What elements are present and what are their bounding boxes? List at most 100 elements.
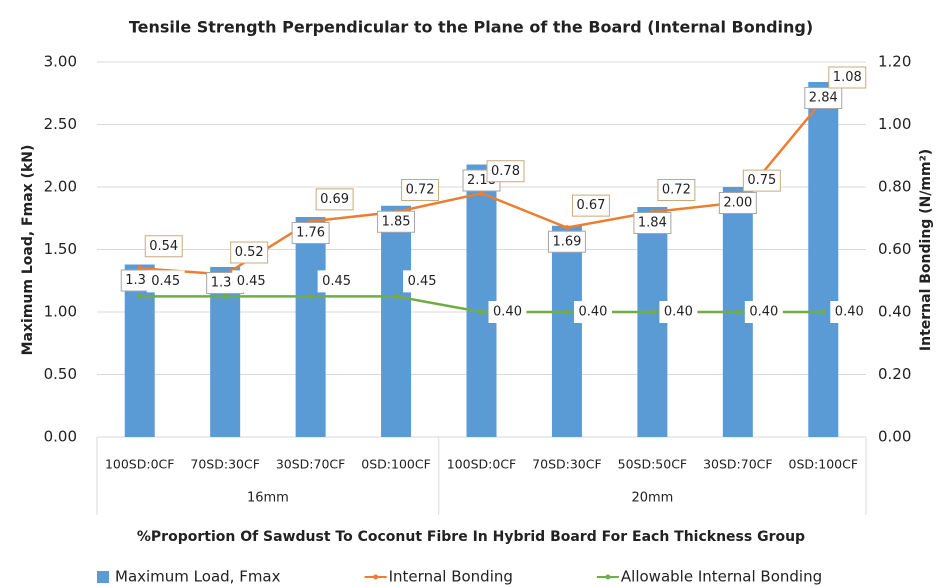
bar: [295, 217, 326, 437]
data-label-box: [547, 230, 586, 253]
bar: [551, 225, 582, 437]
y2-tick-label: 1.20: [878, 53, 911, 71]
y-axis-title: Maximum Load, Fmax (kN): [20, 145, 36, 356]
line-marker: [735, 309, 741, 315]
data-label-box: [657, 179, 696, 201]
y2-tick-label: 0.40: [878, 303, 911, 321]
data-label-group: 0.54: [144, 235, 183, 258]
data-label-box: [718, 192, 757, 214]
line-marker: [564, 309, 570, 315]
bar: [124, 264, 155, 437]
data-label-group: 0.40: [488, 301, 527, 323]
data-label-box: [144, 235, 183, 258]
x-tick-label: 100SD:0CF: [105, 457, 175, 472]
data-label-group: 2.84: [804, 87, 843, 109]
data-label-box: [571, 194, 610, 217]
data-label: 0.45: [237, 274, 266, 289]
line-marker: [564, 225, 570, 231]
y-tick-label: 2.50: [44, 115, 77, 133]
data-label-box: [291, 222, 330, 244]
data-label-box: [633, 212, 672, 234]
line-marker: [479, 309, 484, 315]
data-label-box: [744, 301, 783, 323]
line-marker: [308, 293, 314, 299]
y-tick-label: 0.00: [44, 428, 77, 446]
data-label: 0.78: [491, 164, 520, 179]
data-label-group: 0.52: [230, 241, 269, 264]
data-label-box: [317, 270, 356, 293]
legend-label: Maximum Load, Fmax: [115, 568, 281, 586]
data-label-group: 0.67: [571, 194, 610, 217]
data-label-group: 0.78: [486, 160, 525, 183]
data-label-group: 0.69: [315, 188, 354, 211]
legend-marker: [373, 574, 379, 580]
line-marker: [393, 293, 399, 299]
y2-tick-label: 1.00: [878, 115, 911, 133]
data-label-group: 2.00: [718, 192, 757, 214]
data-label-group: 1.08: [828, 66, 867, 89]
data-label-box: [742, 169, 781, 192]
data-label: 0.40: [578, 305, 607, 320]
y2-tick-label: 0.60: [878, 240, 911, 258]
data-label: 1.08: [833, 70, 862, 85]
data-label: 0.40: [493, 305, 522, 320]
data-label-group: 0.40: [830, 301, 869, 323]
legend-label: Allowable Internal Bonding: [621, 568, 822, 586]
data-label-group: 1.76: [291, 222, 330, 244]
legend-marker: [605, 574, 611, 580]
bar: [808, 82, 839, 437]
data-label: 0.45: [151, 274, 180, 289]
data-label-box: [401, 179, 440, 201]
data-label: 0.40: [749, 305, 778, 320]
data-label: 1.69: [552, 234, 581, 249]
x-tick-label: 0SD:100CF: [361, 457, 431, 472]
data-label-group: 0.45: [146, 270, 185, 293]
y-tick-label: 1.00: [44, 303, 77, 321]
data-label: 0.72: [406, 183, 435, 198]
data-label: 0.54: [149, 239, 178, 254]
y2-tick-label: 0.00: [878, 428, 911, 446]
legend-label: Internal Bonding: [389, 568, 513, 586]
data-label-group: 0.40: [573, 301, 612, 323]
x-tick-label: 50SD:50CF: [618, 457, 688, 472]
chart-title: Tensile Strength Perpendicular to the Pl…: [129, 18, 813, 37]
data-label: 0.52: [235, 245, 264, 260]
data-label-box: [830, 301, 869, 323]
data-label-group: 0.40: [744, 301, 783, 323]
y-tick-label: 3.00: [44, 53, 77, 71]
data-label-group: 0.45: [317, 270, 356, 293]
bar: [381, 205, 412, 437]
data-label-box: [804, 87, 843, 109]
data-label: 1.84: [638, 216, 667, 231]
x-tick-label: 70SD:30CF: [532, 457, 602, 472]
line-marker: [137, 293, 143, 299]
data-label-group: 0.45: [403, 270, 442, 293]
data-label-box: [659, 301, 698, 323]
data-label-group: 0.72: [401, 179, 440, 201]
data-label: 0.45: [322, 274, 351, 289]
x-tick-label: 30SD:70CF: [703, 457, 773, 472]
data-label: 0.72: [662, 183, 691, 198]
line-marker: [479, 190, 484, 196]
data-label-group: 1.85: [377, 210, 416, 233]
data-label-box: [315, 188, 354, 211]
line-marker: [649, 309, 655, 315]
legend-swatch: [97, 571, 109, 583]
data-label: 0.75: [747, 173, 776, 188]
y2-tick-label: 0.80: [878, 178, 911, 196]
data-label-group: 0.72: [657, 179, 696, 201]
data-label: 1.85: [382, 214, 411, 229]
group-label: 20mm: [631, 491, 673, 506]
data-label-box: [146, 270, 185, 293]
x-tick-label: 100SD:0CF: [447, 457, 517, 472]
data-label: 0.67: [576, 198, 605, 213]
data-label-box: [377, 210, 416, 233]
line-marker: [820, 309, 826, 315]
y-tick-label: 1.50: [44, 240, 77, 258]
data-label: 0.40: [835, 305, 864, 320]
data-label-box: [230, 241, 269, 264]
y-tick-label: 0.50: [44, 365, 77, 383]
line-marker: [222, 293, 228, 299]
data-label-group: 0.40: [659, 301, 698, 323]
